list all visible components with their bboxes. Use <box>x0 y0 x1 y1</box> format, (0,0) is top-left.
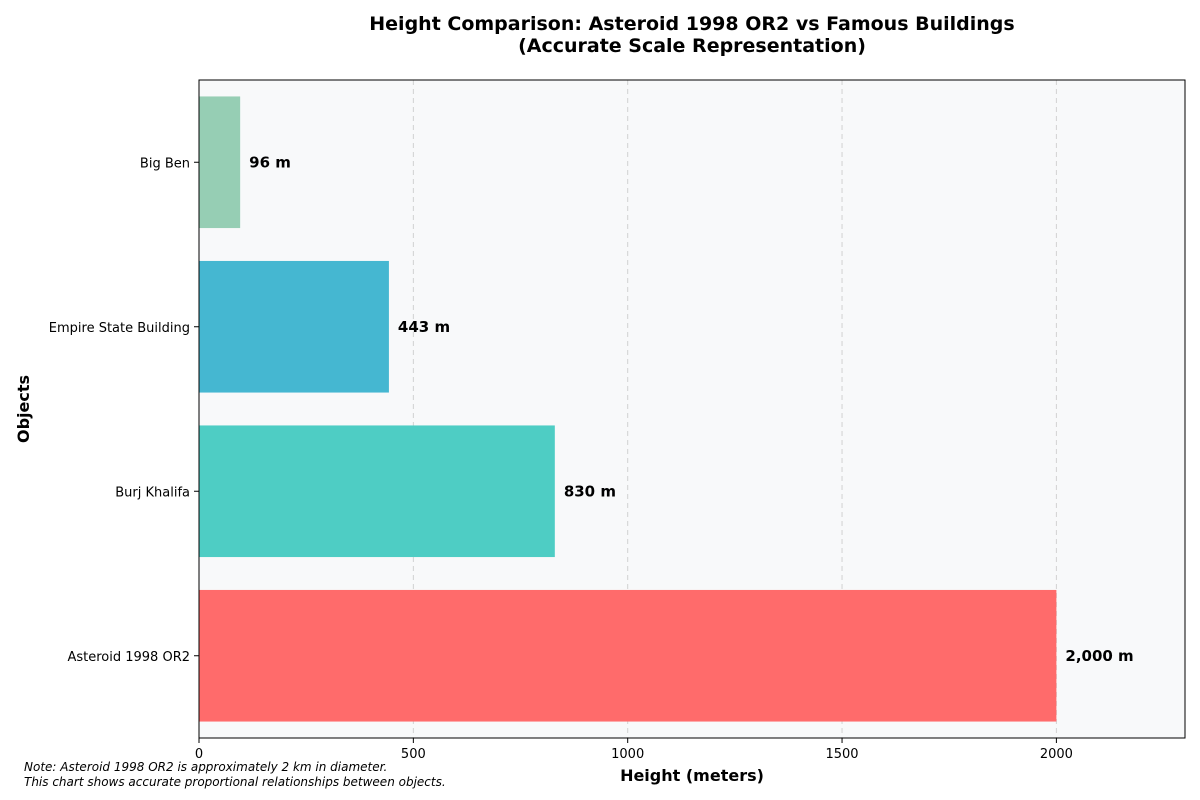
y-tick-label-2: Empire State Building <box>49 321 190 336</box>
x-tick-label-3: 1500 <box>825 747 858 762</box>
bar-value-label-3: 96 m <box>249 153 291 171</box>
bar-2 <box>199 260 389 393</box>
x-tick-label-4: 2000 <box>1040 747 1073 762</box>
y-tick-label-0: Asteroid 1998 OR2 <box>67 650 190 665</box>
chart-title-line-1: Height Comparison: Asteroid 1998 OR2 vs … <box>369 13 1014 35</box>
plot-frame <box>198 79 1186 739</box>
bar-value-label-2: 443 m <box>398 318 450 336</box>
x-axis-label: Height (meters) <box>620 766 764 785</box>
bar-1 <box>199 425 555 558</box>
y-tick-label-1: Burj Khalifa <box>115 485 190 500</box>
footnote-line-2: This chart shows accurate proportional r… <box>24 775 446 789</box>
bars: 2,000 m 830 m 443 m 96 m <box>199 96 1134 722</box>
bar-3 <box>199 96 241 229</box>
x-tick-label-1: 500 <box>401 747 426 762</box>
x-tick-label-2: 1000 <box>611 747 644 762</box>
bar-0 <box>199 589 1057 722</box>
bar-value-label-1: 830 m <box>564 482 616 500</box>
x-tick-label-0: 0 <box>195 747 203 762</box>
bar-value-label-0: 2,000 m <box>1065 647 1133 665</box>
footnote-line-1: Note: Asteroid 1998 OR2 is approximately… <box>24 760 387 774</box>
y-axis-ticks: Asteroid 1998 OR2 Burj Khalifa Empire Stat… <box>49 156 199 665</box>
x-axis-ticks: 0 500 1000 1500 2000 <box>195 738 1073 762</box>
y-axis-label: Objects <box>14 375 33 443</box>
grid-lines <box>412 80 1057 738</box>
chart-title-line-2: (Accurate Scale Representation) <box>518 35 866 57</box>
y-tick-label-3: Big Ben <box>140 156 190 171</box>
